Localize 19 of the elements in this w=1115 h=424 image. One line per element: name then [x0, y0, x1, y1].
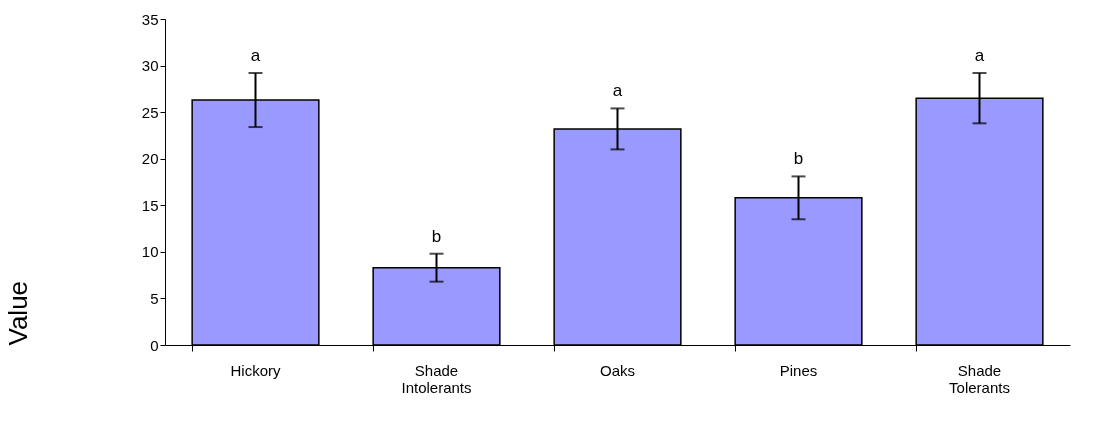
- y-tick-label: 25: [141, 103, 159, 121]
- y-tick-label: 10: [141, 243, 159, 261]
- annotation: a: [250, 46, 261, 66]
- y-tick-label: 30: [141, 57, 159, 75]
- y-axis-title: Value: [2, 280, 33, 346]
- annotation: a: [612, 81, 623, 101]
- x-tick-label: Oaks: [599, 361, 636, 379]
- x-tick-label: Shade Tolerants: [949, 361, 1010, 396]
- y-tick-label: 5: [150, 289, 159, 307]
- y-tick-label: 15: [141, 196, 159, 214]
- x-tick-label: Hickory: [230, 361, 281, 379]
- y-tick-label: 35: [141, 10, 159, 28]
- x-tick-label: Shade Intolerants: [401, 361, 472, 396]
- y-tick-label: 20: [141, 150, 159, 168]
- annotation: b: [793, 149, 804, 169]
- x-tick-label: Pines: [779, 361, 818, 379]
- annotation: a: [974, 46, 985, 66]
- annotation: b: [431, 226, 442, 246]
- y-tick-label: 0: [150, 336, 159, 354]
